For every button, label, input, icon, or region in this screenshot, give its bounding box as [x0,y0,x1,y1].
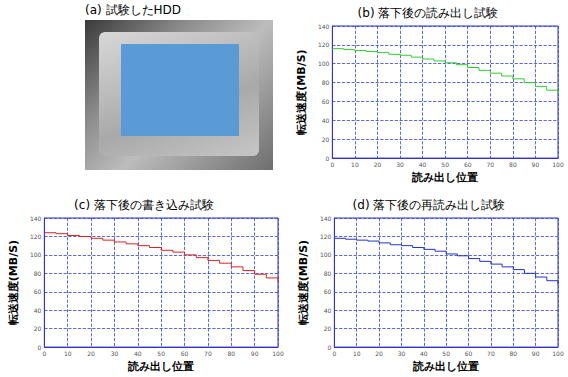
svg-text:100: 100 [318,60,330,67]
svg-text:80: 80 [322,79,330,86]
svg-text:90: 90 [251,350,259,357]
svg-text:読み出し位置: 読み出し位置 [411,171,478,184]
svg-text:(d) 落下後の再読み出し試験: (d) 落下後の再読み出し試験 [353,198,506,212]
svg-text:60: 60 [465,350,473,357]
svg-text:30: 30 [111,350,119,357]
svg-text:10: 10 [64,350,72,357]
svg-text:120: 120 [318,41,330,48]
svg-text:30: 30 [398,350,406,357]
svg-text:90: 90 [532,161,540,168]
svg-text:40: 40 [419,161,427,168]
svg-text:90: 90 [532,350,540,357]
svg-text:70: 70 [204,350,212,357]
svg-text:100: 100 [30,251,42,258]
svg-text:0: 0 [328,344,332,351]
svg-text:140: 140 [318,23,330,30]
svg-text:80: 80 [324,270,332,277]
svg-text:0: 0 [330,161,334,168]
svg-text:140: 140 [30,215,42,222]
svg-text:0: 0 [38,344,42,351]
svg-text:転送速度(MB/S): 転送速度(MB/S) [297,240,310,326]
svg-text:読み出し位置: 読み出し位置 [412,360,479,373]
svg-text:20: 20 [34,325,42,332]
svg-text:120: 120 [30,233,42,240]
svg-text:0: 0 [326,155,330,162]
svg-text:50: 50 [442,350,450,357]
svg-text:60: 60 [464,161,472,168]
svg-text:60: 60 [324,288,332,295]
svg-text:読み出し位置: 読み出し位置 [127,360,194,373]
svg-text:10: 10 [351,161,359,168]
svg-text:40: 40 [322,117,330,124]
svg-text:100: 100 [552,161,564,168]
svg-text:20: 20 [374,161,382,168]
svg-text:80: 80 [34,270,42,277]
svg-text:70: 70 [486,161,494,168]
svg-text:20: 20 [87,350,95,357]
svg-text:100: 100 [272,350,284,357]
svg-text:60: 60 [322,98,330,105]
svg-text:10: 10 [353,350,361,357]
svg-text:転送速度(MB/S): 転送速度(MB/S) [7,240,20,326]
svg-text:20: 20 [322,136,330,143]
svg-text:50: 50 [441,161,449,168]
svg-text:140: 140 [320,215,332,222]
svg-text:60: 60 [181,350,189,357]
svg-text:80: 80 [509,350,517,357]
svg-text:0: 0 [42,350,46,357]
svg-text:(c) 落下後の書き込み試験: (c) 落下後の書き込み試験 [74,198,214,212]
svg-text:40: 40 [134,350,142,357]
svg-text:80: 80 [227,350,235,357]
svg-text:80: 80 [509,161,517,168]
svg-text:30: 30 [396,161,404,168]
svg-text:20: 20 [375,350,383,357]
svg-text:100: 100 [552,350,564,357]
svg-text:20: 20 [324,325,332,332]
svg-text:50: 50 [157,350,165,357]
svg-text:70: 70 [487,350,495,357]
svg-text:100: 100 [320,251,332,258]
svg-text:60: 60 [34,288,42,295]
html-text:(a) 試験したHDD: (a) 試験したHDD [85,3,181,17]
svg-text:40: 40 [420,350,428,357]
svg-text:40: 40 [34,307,42,314]
svg-text:(b) 落下後の読み出し試験: (b) 落下後の読み出し試験 [358,6,499,20]
svg-text:120: 120 [320,233,332,240]
svg-text:40: 40 [324,307,332,314]
svg-text:0: 0 [332,350,336,357]
svg-text:転送速度(MB/S): 転送速度(MB/S) [295,49,308,135]
